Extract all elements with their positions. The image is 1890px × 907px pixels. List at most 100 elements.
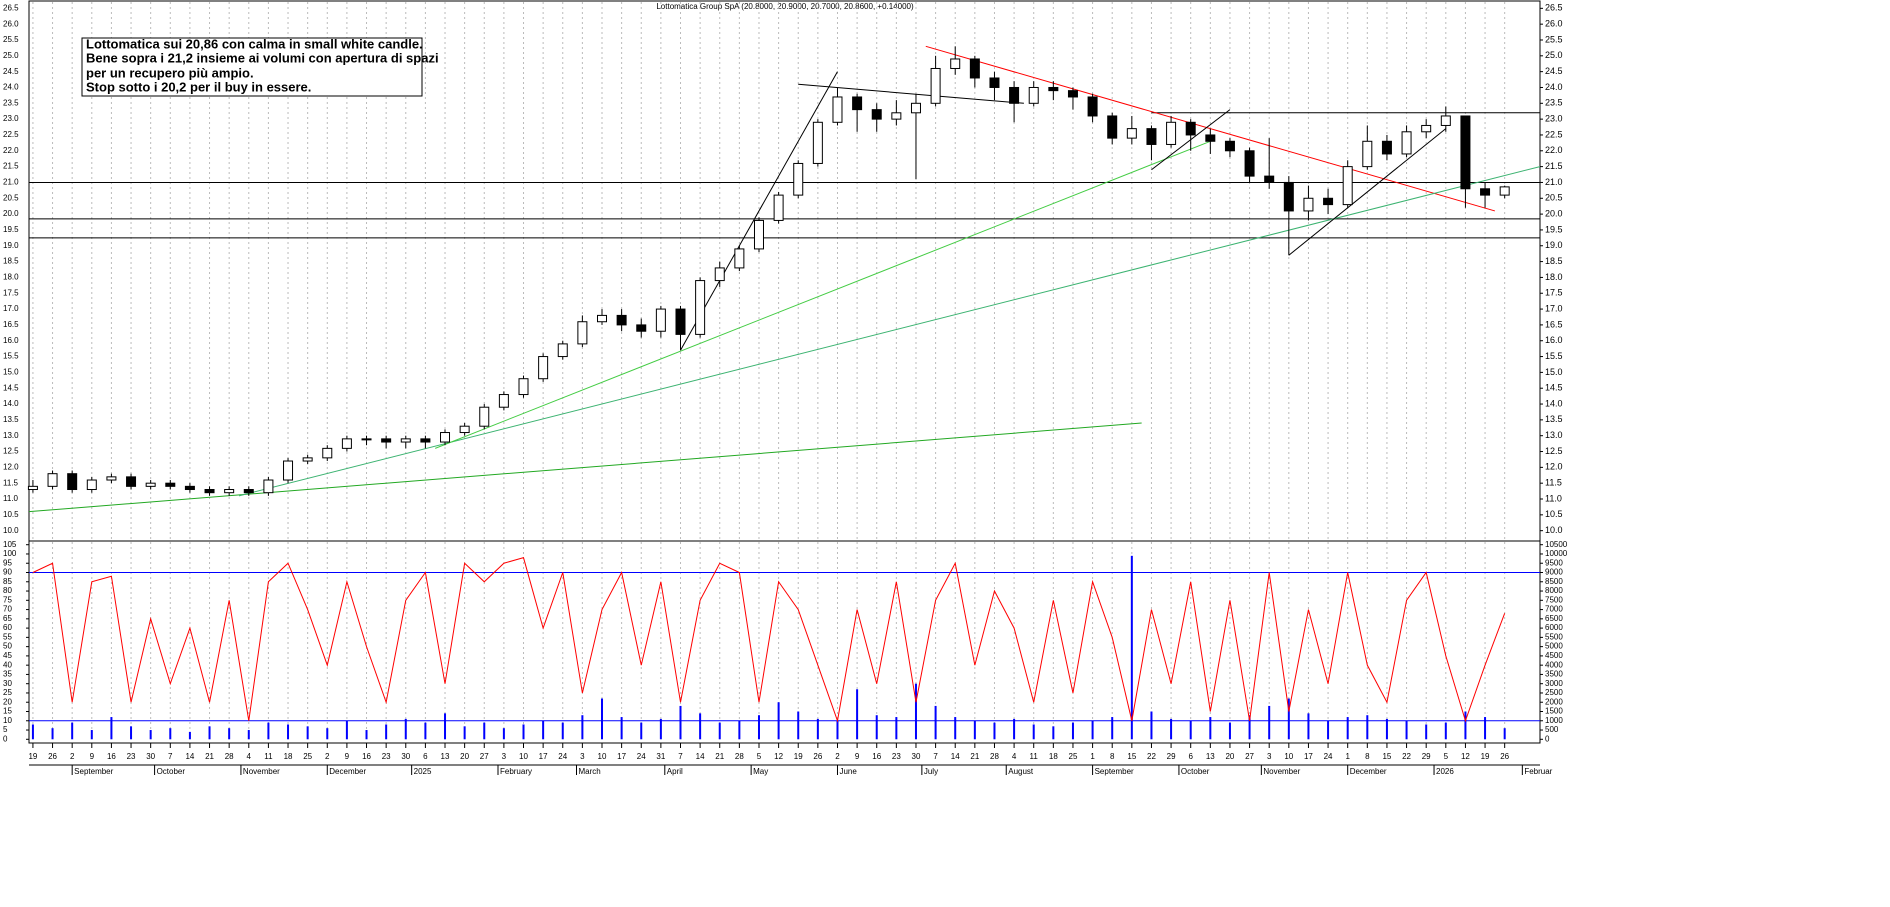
y-tick-label: 21.5 xyxy=(3,162,19,171)
trend-line xyxy=(1288,128,1447,256)
volume-bar xyxy=(581,715,584,740)
volume-bar xyxy=(1425,724,1428,740)
x-tick-label: 2 xyxy=(325,752,330,761)
volume-bar xyxy=(640,722,643,740)
candle-body xyxy=(86,479,97,491)
volume-bar xyxy=(1248,715,1251,740)
y-tick-label: 12.5 xyxy=(3,447,19,456)
volume-bar xyxy=(51,728,54,740)
x-tick-label: 16 xyxy=(872,752,881,761)
y-tick-label: 21.5 xyxy=(1545,161,1563,171)
volume-bar xyxy=(1268,705,1271,740)
x-tick-label: 14 xyxy=(696,752,705,761)
candle-body xyxy=(204,489,215,494)
trend-line xyxy=(435,140,1211,449)
volume-bar xyxy=(208,726,211,740)
volume-bar xyxy=(620,717,623,740)
candle-body xyxy=(616,314,627,326)
x-tick-label: 5 xyxy=(757,752,762,761)
volume-tick-label: 4500 xyxy=(1545,651,1563,660)
month-label: February xyxy=(500,767,532,776)
x-tick-label: 30 xyxy=(912,752,921,761)
candle-body xyxy=(597,314,608,323)
y-tick-label: 12.0 xyxy=(1545,462,1563,472)
osc-tick-label: 35 xyxy=(3,670,12,679)
month-label: September xyxy=(74,767,113,776)
volume-tick-label: 10000 xyxy=(1545,549,1568,558)
candle-body xyxy=(1009,86,1020,104)
candle-body xyxy=(1323,197,1334,206)
candle-body xyxy=(989,77,1000,88)
x-tick-label: 25 xyxy=(303,752,312,761)
volume-bar xyxy=(1013,718,1016,740)
y-tick-label: 26.0 xyxy=(1545,19,1563,29)
x-tick-label: 26 xyxy=(48,752,57,761)
volume-bar xyxy=(463,726,466,740)
x-tick-label: 23 xyxy=(382,752,391,761)
candle-body xyxy=(1283,181,1294,212)
y-tick-label: 23.0 xyxy=(3,114,19,123)
x-tick-label: 28 xyxy=(735,752,744,761)
candle-body xyxy=(1146,128,1157,145)
volume-tick-label: 3000 xyxy=(1545,679,1563,688)
x-tick-label: 27 xyxy=(480,752,489,761)
candle-body xyxy=(1205,134,1216,142)
volume-bar xyxy=(287,724,290,740)
x-tick-label: 25 xyxy=(1069,752,1078,761)
volume-bar xyxy=(1503,728,1506,740)
volume-tick-label: 2000 xyxy=(1545,697,1563,706)
y-tick-label: 10.0 xyxy=(3,526,19,535)
y-tick-label: 21.0 xyxy=(3,178,19,187)
candle-body xyxy=(695,280,706,335)
candle-body xyxy=(1480,188,1491,196)
month-label: June xyxy=(839,767,857,776)
candle-body xyxy=(714,267,725,282)
volume-bar xyxy=(31,724,34,740)
candle-body xyxy=(930,67,941,104)
y-tick-label: 18.0 xyxy=(1545,272,1563,282)
x-tick-label: 11 xyxy=(264,752,273,761)
candle-body xyxy=(1264,175,1275,183)
osc-tick-label: 30 xyxy=(3,679,12,688)
y-tick-label: 17.0 xyxy=(1545,303,1563,313)
y-tick-label: 15.0 xyxy=(1545,367,1563,377)
month-label: September xyxy=(1095,767,1134,776)
y-tick-label: 23.5 xyxy=(1545,98,1563,108)
candle-body xyxy=(1107,115,1118,139)
candle-body xyxy=(165,482,176,487)
x-tick-label: 4 xyxy=(247,752,252,761)
candle-body xyxy=(145,482,156,487)
osc-tick-label: 75 xyxy=(3,595,12,604)
candle-body xyxy=(400,438,411,443)
candle-body xyxy=(1460,115,1471,190)
osc-tick-label: 100 xyxy=(3,549,17,558)
x-tick-label: 23 xyxy=(892,752,901,761)
month-label: October xyxy=(157,767,186,776)
y-tick-label: 20.5 xyxy=(1545,193,1563,203)
candle-body xyxy=(636,324,647,332)
candle-body xyxy=(557,343,568,358)
annotation-box xyxy=(81,37,423,97)
y-tick-label: 11.5 xyxy=(1545,478,1562,488)
x-tick-label: 24 xyxy=(1324,752,1333,761)
candle-body xyxy=(1499,186,1510,196)
volume-bar xyxy=(306,726,309,740)
volume-bar xyxy=(345,720,348,740)
y-tick-label: 26.0 xyxy=(3,19,19,28)
y-tick-label: 26.5 xyxy=(1545,3,1563,13)
x-tick-label: 8 xyxy=(1110,752,1115,761)
candle-body xyxy=(910,102,921,114)
candle-body xyxy=(1362,140,1373,168)
y-tick-label: 17.5 xyxy=(1545,288,1563,298)
volume-bar xyxy=(659,718,662,740)
volume-bar xyxy=(836,720,839,740)
volume-bar xyxy=(326,728,329,740)
y-tick-label: 23.5 xyxy=(3,98,19,107)
y-tick-label: 24.5 xyxy=(3,67,19,76)
candle-body xyxy=(47,473,58,487)
osc-tick-label: 50 xyxy=(3,642,12,651)
volume-bar xyxy=(247,730,250,740)
candle-body xyxy=(1028,86,1039,104)
candle-body xyxy=(518,378,529,396)
x-tick-label: 10 xyxy=(1284,752,1293,761)
